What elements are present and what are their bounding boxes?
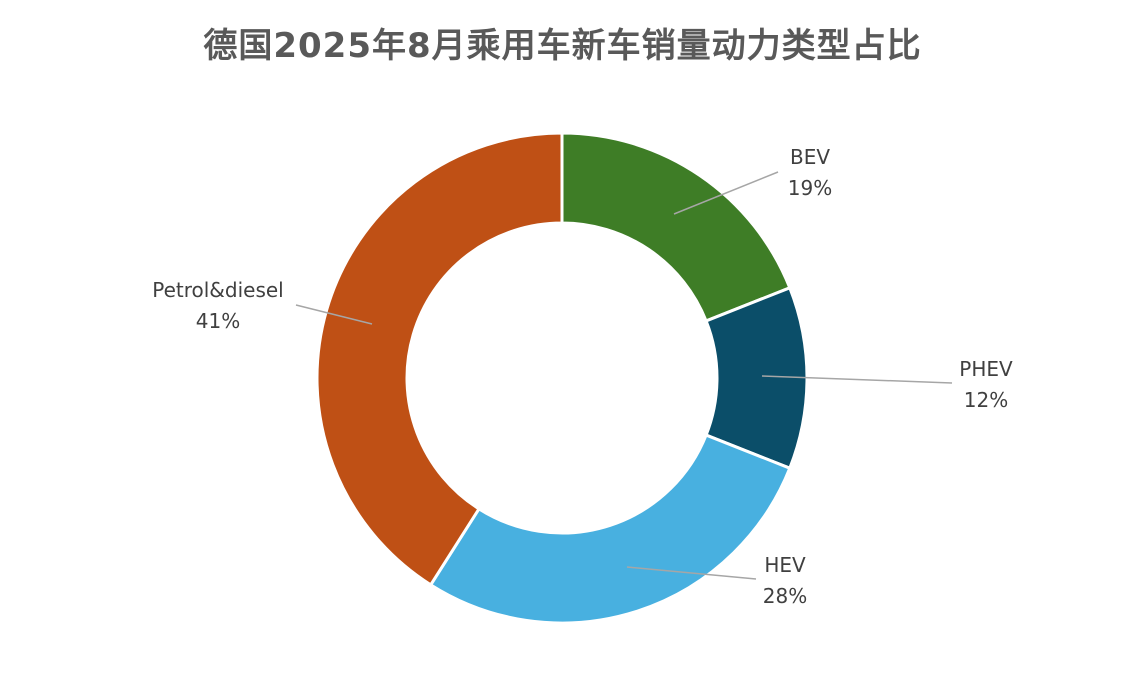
leader-line-bev <box>673 171 779 215</box>
value-label: 12% <box>964 388 1008 412</box>
leader-lines <box>295 171 953 580</box>
category-label: BEV <box>790 145 830 169</box>
leader-line-hev <box>626 566 757 580</box>
value-label: 28% <box>763 584 807 608</box>
slice-bev <box>560 131 792 323</box>
category-label: PHEV <box>959 357 1013 381</box>
chart-title: 德国2025年8月乘用车新车销量动力类型占比 <box>203 26 922 66</box>
value-label: 19% <box>788 176 832 200</box>
data-labels: BEV 19% PHEV 12% HEV 28% Petrol&diesel 41% <box>152 145 1013 608</box>
value-label: 41% <box>196 309 240 333</box>
slice-petrol-diesel <box>315 131 564 587</box>
leader-line-phev <box>761 375 953 384</box>
leader-line-petrol-diesel <box>295 304 373 325</box>
doughnut-slices <box>315 131 809 625</box>
category-label: Petrol&diesel <box>152 278 284 302</box>
slice-hev <box>428 433 792 625</box>
category-label: HEV <box>764 553 806 577</box>
